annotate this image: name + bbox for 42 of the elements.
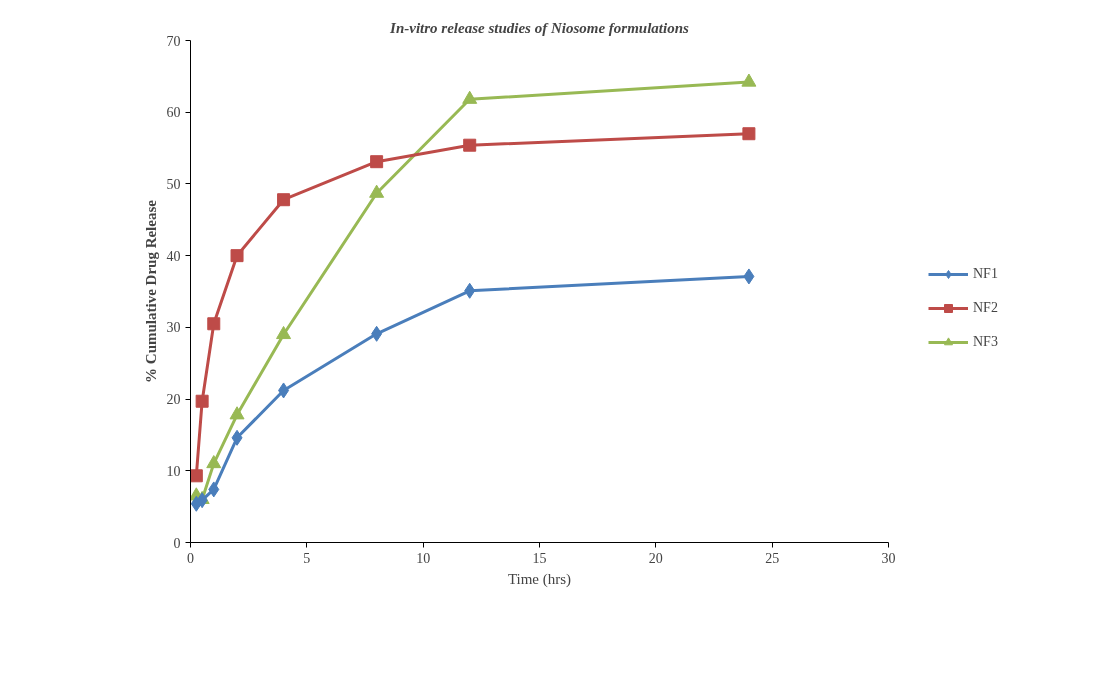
point — [369, 184, 385, 198]
y-tick-label: 40 — [166, 248, 181, 264]
x-tick-label: 30 — [881, 550, 896, 566]
legend-label: NF3 — [973, 334, 998, 350]
x-tick-label: 0 — [187, 550, 194, 566]
x-tick-label: 15 — [532, 550, 547, 566]
point — [464, 282, 476, 299]
y-tick-label: 0 — [173, 535, 181, 551]
legend-label: NF2 — [973, 300, 998, 316]
x-tick-label: 20 — [648, 550, 663, 566]
point — [206, 455, 222, 469]
point — [462, 90, 478, 104]
y-axis-title: % Cumulative Drug Release — [142, 199, 159, 383]
point — [276, 325, 292, 340]
point — [229, 406, 245, 420]
x-tick-label: 25 — [765, 550, 780, 566]
point — [743, 268, 755, 285]
point — [277, 193, 291, 207]
y-tick-label: 20 — [166, 392, 181, 408]
x-tick-label: 10 — [416, 550, 431, 566]
point — [741, 73, 757, 87]
point — [278, 382, 290, 399]
point — [208, 481, 220, 498]
point — [196, 492, 208, 509]
y-tick-label: 50 — [166, 176, 181, 192]
y-tick-label: 10 — [166, 463, 181, 479]
point — [190, 469, 203, 483]
y-tick-label: 30 — [166, 320, 181, 336]
point — [370, 155, 384, 169]
x-axis-title: Time (hrs) — [507, 570, 572, 588]
chart-title: In-vitro release studies of Niosome formulations — [389, 19, 690, 36]
point — [463, 138, 477, 152]
point — [742, 127, 756, 141]
point — [207, 317, 221, 331]
point — [231, 429, 243, 446]
y-tick-label: 70 — [166, 33, 181, 49]
y-tick-label: 60 — [166, 105, 181, 121]
x-tick-label: 5 — [303, 550, 311, 566]
point — [371, 325, 383, 342]
legend-label: NF1 — [973, 266, 998, 282]
point — [195, 394, 209, 408]
point — [230, 249, 244, 263]
